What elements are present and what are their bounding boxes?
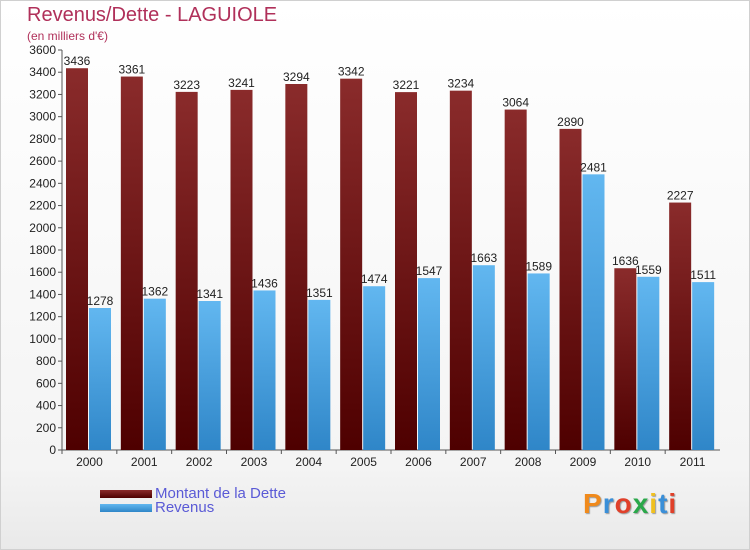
x-tick-label: 2005 xyxy=(350,455,377,469)
bar-revenus xyxy=(692,282,715,450)
bar-revenus xyxy=(89,308,111,450)
bar-dette xyxy=(285,84,308,450)
data-label-revenus: 1436 xyxy=(251,276,278,290)
data-label-dette: 3241 xyxy=(228,76,255,90)
data-label-dette: 1636 xyxy=(612,254,639,268)
data-label-dette: 3064 xyxy=(502,96,529,110)
bar-revenus xyxy=(582,174,605,451)
y-tick-label: 3200 xyxy=(29,87,56,101)
data-label-dette: 3221 xyxy=(393,78,420,92)
logo-letter: i xyxy=(668,488,678,519)
legend-label-revenus: Revenus xyxy=(155,499,215,516)
data-label-revenus: 1589 xyxy=(525,259,552,273)
data-label-dette: 3234 xyxy=(447,77,474,91)
data-label-dette: 2890 xyxy=(557,115,584,129)
legend-label-dette: Montant de la Dette xyxy=(155,485,286,502)
data-label-dette: 3223 xyxy=(173,78,200,92)
data-label-dette: 3294 xyxy=(283,70,310,84)
data-label-revenus: 1351 xyxy=(306,286,333,300)
y-tick-label: 2600 xyxy=(29,154,56,168)
y-tick-label: 2400 xyxy=(29,176,56,190)
logo-letter: i xyxy=(649,488,659,519)
bar-revenus xyxy=(637,276,660,450)
logo-letter: x xyxy=(632,488,650,519)
chart-subtitle: (en milliers d'€) xyxy=(27,29,108,43)
y-tick-label: 3400 xyxy=(29,65,56,79)
logo-letter: r xyxy=(602,488,615,519)
data-label-revenus: 1663 xyxy=(470,251,497,265)
y-tick-label: 1800 xyxy=(29,243,56,257)
data-label-revenus: 1547 xyxy=(416,264,443,278)
x-tick-label: 2002 xyxy=(186,455,213,469)
chart-title: Revenus/Dette - LAGUIOLE xyxy=(27,4,278,26)
y-tick-label: 2800 xyxy=(29,132,56,146)
bars xyxy=(66,68,715,451)
bar-dette xyxy=(175,91,198,450)
logo-letter: t xyxy=(658,488,669,519)
y-tick-label: 2200 xyxy=(29,199,56,213)
bar-revenus xyxy=(418,278,440,450)
y-tick-label: 1600 xyxy=(29,265,56,279)
bar-revenus xyxy=(253,290,276,450)
logo-letter: o xyxy=(614,488,633,519)
bar-dette xyxy=(120,76,143,451)
bar-dette xyxy=(66,68,88,450)
x-tick-label: 2009 xyxy=(570,455,597,469)
legend-swatch-revenus xyxy=(100,504,152,512)
data-label-revenus: 1278 xyxy=(87,294,114,308)
data-label-revenus: 1362 xyxy=(141,285,168,299)
data-label-revenus: 1341 xyxy=(196,287,223,301)
bar-revenus xyxy=(143,298,166,450)
x-tick-label: 2011 xyxy=(680,455,706,469)
bar-dette xyxy=(395,92,417,450)
bar-revenus xyxy=(363,286,386,450)
data-labels: 3436 3361 3223 3241 3294 3342 3221 3234 3064 2890… xyxy=(64,54,717,308)
data-label-revenus: 1511 xyxy=(690,268,716,282)
axes: 0 200 400 600 800 1000 1200 1400 1600 1800 2000 220… xyxy=(29,43,720,469)
logo-letter: P xyxy=(583,488,603,519)
data-label-revenus: 2481 xyxy=(580,160,607,174)
x-tick-label: 2000 xyxy=(76,455,103,469)
bar-dette xyxy=(559,128,582,450)
y-tick-label: 200 xyxy=(36,421,56,435)
bar-dette xyxy=(449,90,472,451)
y-tick-label: 3000 xyxy=(29,110,56,124)
legend-swatch-dette xyxy=(100,490,152,498)
bar-revenus xyxy=(198,301,221,450)
y-tick-label: 1000 xyxy=(29,332,56,346)
x-tick-label: 2006 xyxy=(405,455,432,469)
bar-revenus xyxy=(527,273,550,450)
data-label-revenus: 1559 xyxy=(635,263,662,277)
bar-dette xyxy=(614,268,637,450)
bar-dette xyxy=(340,78,363,451)
y-tick-label: 1200 xyxy=(29,310,56,324)
x-tick-label: 2007 xyxy=(460,455,487,469)
data-label-dette: 3436 xyxy=(64,54,91,68)
x-tick-label: 2008 xyxy=(515,455,542,469)
x-tick-label: 2004 xyxy=(295,455,322,469)
y-tick-label: 600 xyxy=(36,376,56,390)
y-tick-label: 1400 xyxy=(29,287,56,301)
data-label-dette: 3361 xyxy=(118,63,145,77)
proxiti-logo: Proxiti xyxy=(583,488,677,520)
y-tick-label: 0 xyxy=(49,443,56,457)
bar-revenus xyxy=(308,299,331,450)
data-label-dette: 2227 xyxy=(667,189,694,203)
data-label-revenus: 1474 xyxy=(361,272,388,286)
data-label-dette: 3342 xyxy=(338,65,365,79)
bar-revenus xyxy=(472,265,495,450)
y-tick-label: 2000 xyxy=(29,221,56,235)
x-tick-label: 2003 xyxy=(241,455,268,469)
y-tick-label: 400 xyxy=(36,399,56,413)
y-tick-label: 800 xyxy=(36,354,56,368)
x-tick-label: 2010 xyxy=(624,455,651,469)
x-tick-label: 2001 xyxy=(131,455,158,469)
bar-dette xyxy=(230,89,253,450)
bar-dette xyxy=(504,109,527,451)
y-tick-label: 3600 xyxy=(29,43,56,57)
bar-dette xyxy=(669,202,692,450)
